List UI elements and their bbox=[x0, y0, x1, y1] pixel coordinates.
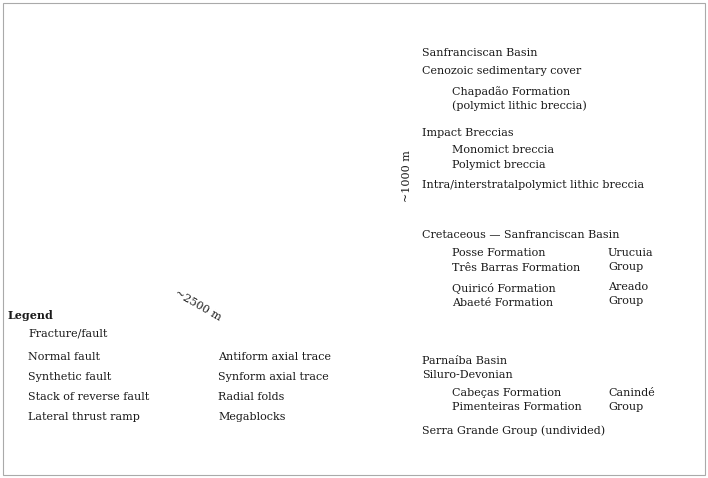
Text: Siluro-Devonian: Siluro-Devonian bbox=[422, 370, 513, 380]
Text: Urucuia: Urucuia bbox=[608, 248, 653, 258]
Text: Synform axial trace: Synform axial trace bbox=[218, 372, 329, 382]
Text: Chapadão Formation: Chapadão Formation bbox=[452, 86, 570, 97]
Text: Parnaíba Basin: Parnaíba Basin bbox=[422, 356, 507, 366]
Text: Pimenteiras Formation: Pimenteiras Formation bbox=[452, 402, 582, 412]
Text: Monomict breccia: Monomict breccia bbox=[452, 145, 554, 155]
Text: Cabeças Formation: Cabeças Formation bbox=[452, 388, 561, 398]
Text: Antiform axial trace: Antiform axial trace bbox=[218, 352, 331, 362]
Text: Fracture/fault: Fracture/fault bbox=[28, 328, 108, 338]
Text: Polymict breccia: Polymict breccia bbox=[452, 160, 546, 170]
Text: Group: Group bbox=[608, 402, 644, 412]
Text: (polymict lithic breccia): (polymict lithic breccia) bbox=[452, 100, 587, 110]
Text: Cenozoic sedimentary cover: Cenozoic sedimentary cover bbox=[422, 66, 581, 76]
Text: Quiricó Formation: Quiricó Formation bbox=[452, 283, 556, 294]
Text: Megablocks: Megablocks bbox=[218, 412, 285, 422]
Text: Areado: Areado bbox=[608, 282, 648, 292]
Text: Group: Group bbox=[608, 262, 644, 272]
Text: Três Barras Formation: Três Barras Formation bbox=[452, 263, 581, 273]
Text: ~2500 m: ~2500 m bbox=[173, 288, 223, 323]
Text: Radial folds: Radial folds bbox=[218, 392, 285, 402]
Text: Stack of reverse fault: Stack of reverse fault bbox=[28, 392, 149, 402]
Text: Cretaceous — Sanfranciscan Basin: Cretaceous — Sanfranciscan Basin bbox=[422, 230, 620, 240]
Text: Abaeté Formation: Abaeté Formation bbox=[452, 298, 553, 308]
Text: Impact Breccias: Impact Breccias bbox=[422, 128, 513, 138]
Text: ~1000 m: ~1000 m bbox=[402, 150, 412, 202]
Text: Canindé: Canindé bbox=[608, 388, 655, 398]
Text: Normal fault: Normal fault bbox=[28, 352, 100, 362]
Text: Synthetic fault: Synthetic fault bbox=[28, 372, 111, 382]
Text: Serra Grande Group (undivided): Serra Grande Group (undivided) bbox=[422, 425, 605, 435]
Text: Posse Formation: Posse Formation bbox=[452, 248, 545, 258]
Text: Lateral thrust ramp: Lateral thrust ramp bbox=[28, 412, 140, 422]
Text: Group: Group bbox=[608, 296, 644, 306]
Text: Intra/interstratalpolymict lithic breccia: Intra/interstratalpolymict lithic brecci… bbox=[422, 180, 644, 190]
Text: Legend: Legend bbox=[8, 310, 54, 321]
Text: Sanfranciscan Basin: Sanfranciscan Basin bbox=[422, 48, 537, 58]
